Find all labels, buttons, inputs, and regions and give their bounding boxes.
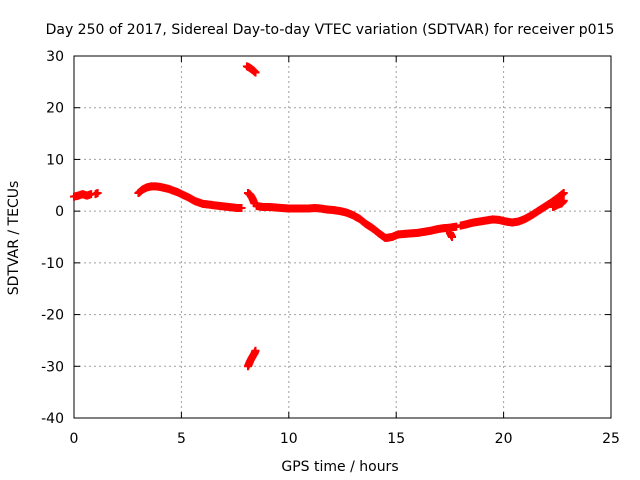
data-point <box>164 184 173 193</box>
data-point <box>74 191 83 200</box>
data-point <box>317 204 326 213</box>
data-point <box>173 188 182 197</box>
data-point <box>559 196 568 205</box>
data-point <box>368 224 377 233</box>
data-point <box>559 189 568 198</box>
x-tick-label: 25 <box>602 431 620 447</box>
data-point <box>445 228 454 237</box>
data-point <box>177 190 186 199</box>
data-point <box>93 189 102 198</box>
data-point <box>521 214 530 223</box>
data-point <box>375 229 384 238</box>
data-point <box>246 357 255 366</box>
x-tick-label: 15 <box>387 431 405 447</box>
data-point <box>252 201 261 210</box>
data-point <box>329 206 338 215</box>
data-point <box>381 234 390 243</box>
data-point <box>243 362 252 371</box>
data-point <box>355 214 364 223</box>
data-point <box>420 227 429 236</box>
data-point <box>251 346 260 355</box>
data-point <box>426 226 435 235</box>
data-point <box>134 189 143 198</box>
chart-title: Day 250 of 2017, Sidereal Day-to-day VTE… <box>46 22 615 38</box>
data-point <box>78 190 87 199</box>
data-series-sdtvar <box>70 62 568 371</box>
data-point <box>362 220 371 229</box>
data-point <box>495 215 504 224</box>
y-tick-label: -40 <box>41 411 64 427</box>
data-point <box>482 216 491 225</box>
data-point <box>433 225 442 234</box>
data-point <box>155 182 164 191</box>
data-point <box>251 68 260 77</box>
x-tick-label: 20 <box>495 431 513 447</box>
data-point <box>349 211 358 220</box>
data-point <box>181 192 190 201</box>
grid <box>74 56 611 418</box>
data-point <box>143 183 152 192</box>
data-point <box>501 217 510 226</box>
data-point <box>553 194 562 203</box>
y-tick-label: 20 <box>46 101 64 117</box>
data-point <box>475 217 484 226</box>
data-point <box>70 192 78 201</box>
data-point <box>237 204 246 213</box>
plot-frame <box>73 55 612 419</box>
x-tick-label: 0 <box>70 431 79 447</box>
data-point <box>248 194 257 203</box>
x-tick-label: 10 <box>280 431 298 447</box>
data-point <box>469 218 478 227</box>
data-point <box>527 211 536 220</box>
data-point <box>387 233 396 241</box>
data-point <box>553 200 562 209</box>
data-point <box>549 203 558 212</box>
data-point <box>185 194 194 203</box>
y-tick-label: 10 <box>46 152 64 168</box>
y-axis-title: SDTVAR / TECUs <box>6 181 22 296</box>
data-point <box>463 220 472 229</box>
y-tick-label: 0 <box>55 204 64 220</box>
data-point <box>540 203 549 212</box>
data-point <box>508 218 517 227</box>
data-point <box>514 217 523 226</box>
axis-ticks: 0 5 10 15 20 25 -40 -30 -20 -10 0 10 20 30 <box>41 49 620 447</box>
data-point <box>452 222 461 231</box>
data-point <box>533 207 542 216</box>
y-tick-label: -30 <box>41 359 64 375</box>
data-point <box>336 207 345 216</box>
data-point <box>448 233 457 241</box>
x-tick-label: 5 <box>177 431 186 447</box>
y-tick-label: -20 <box>41 308 64 324</box>
y-tick-label: -10 <box>41 256 64 272</box>
data-point <box>82 191 91 200</box>
data-point <box>168 186 177 195</box>
data-point <box>160 183 169 192</box>
data-point <box>194 198 203 207</box>
data-point <box>190 196 199 205</box>
data-point <box>342 208 351 217</box>
y-tick-label: 30 <box>46 49 64 65</box>
data-point <box>456 221 465 230</box>
x-axis-title: GPS time / hours <box>281 459 398 475</box>
data-point <box>138 185 147 194</box>
data-point <box>413 228 422 237</box>
